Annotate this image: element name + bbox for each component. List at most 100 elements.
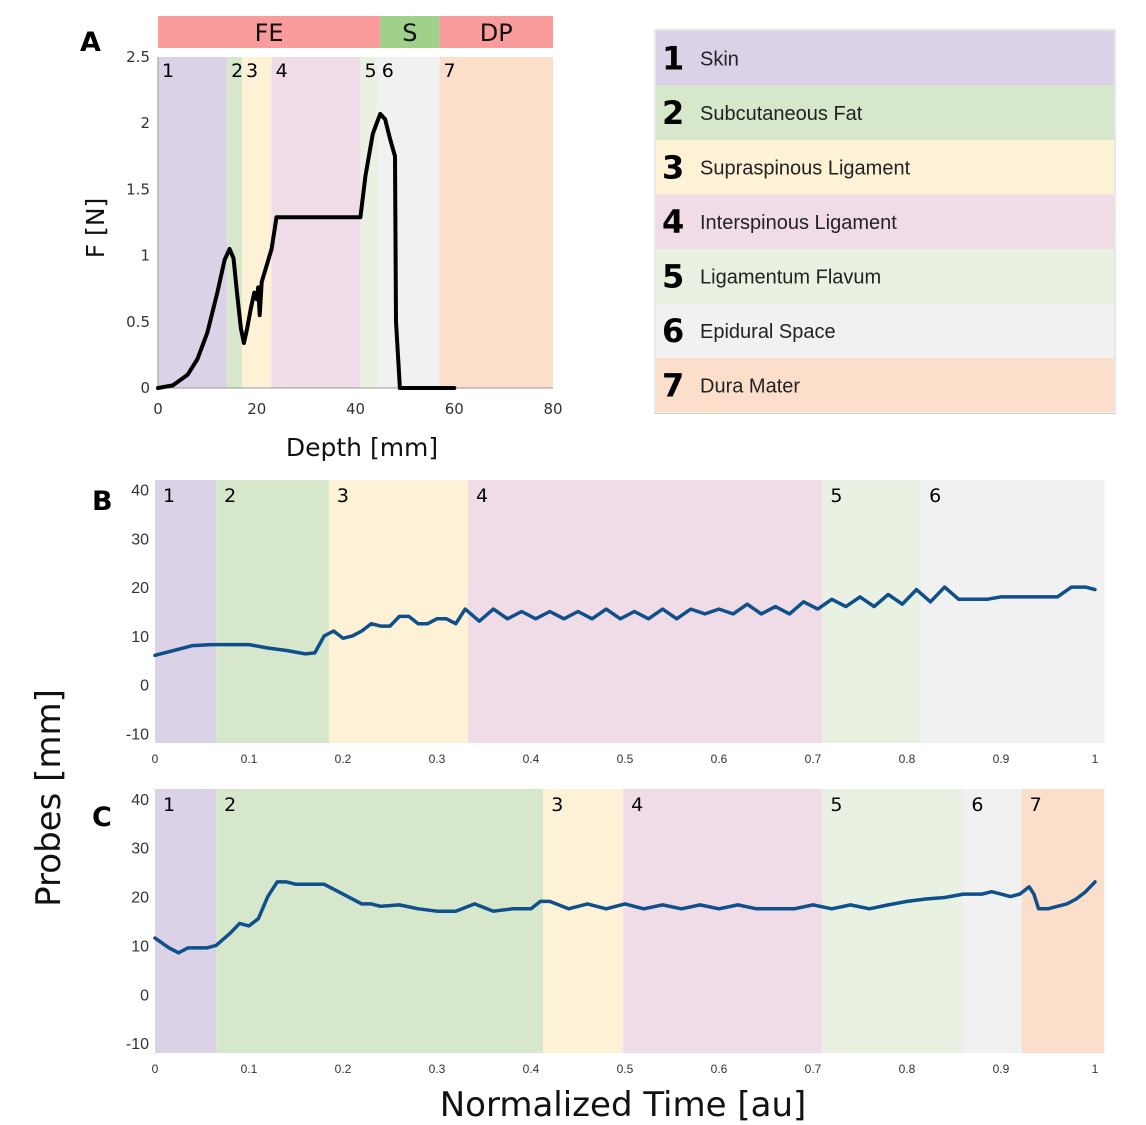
a-y-tick-label: 0.5 — [126, 313, 150, 331]
b-x-tick-label: 0.5 — [617, 752, 634, 766]
region-label-a-1: 1 — [162, 60, 174, 82]
c-x-tick-label: 0.5 — [617, 1062, 634, 1076]
shared-x-axis-title: Normalized Time [au] — [440, 1085, 807, 1125]
c-y-tick-label: -10 — [126, 1036, 149, 1053]
a-x-tick-label: 0 — [153, 400, 163, 418]
c-region-label-4: 4 — [631, 794, 643, 816]
b-x-tick-label: 0.1 — [241, 752, 258, 766]
b-y-tick-label: 10 — [131, 629, 149, 646]
legend-swatch-2 — [656, 85, 1114, 140]
b-x-tick-label: 0.9 — [993, 752, 1010, 766]
b-x-tick-label: 0.7 — [805, 752, 822, 766]
b-x-tick-label: 0.6 — [711, 752, 728, 766]
phase-band-dp — [439, 16, 553, 48]
phase-band-fe — [158, 16, 381, 48]
region-label-a-4: 4 — [276, 60, 288, 82]
c-y-tick-label: 40 — [131, 792, 149, 809]
a-y-axis-title: F [N] — [81, 198, 110, 259]
legend-label-5: Ligamentum Flavum — [700, 266, 881, 288]
panel-letter-a: A — [80, 27, 101, 58]
c-region-label-5: 5 — [830, 794, 842, 816]
phase-band-s — [380, 16, 440, 48]
c-x-tick-label: 1 — [1092, 1062, 1099, 1076]
legend-label-3: Supraspinous Ligament — [700, 157, 911, 179]
c-region-band-7 — [1021, 789, 1105, 1053]
b-y-tick-label: 30 — [131, 531, 149, 548]
b-region-label-1: 1 — [163, 485, 175, 507]
c-x-tick-label: 0.3 — [429, 1062, 446, 1076]
legend-swatch-4 — [656, 194, 1114, 249]
c-region-label-2: 2 — [224, 794, 236, 816]
b-y-tick-label: 40 — [131, 483, 149, 500]
b-x-tick-label: 0.4 — [523, 752, 540, 766]
b-x-tick-label: 0.2 — [335, 752, 352, 766]
a-y-tick-label: 1.5 — [126, 180, 150, 198]
b-region-label-5: 5 — [830, 485, 842, 507]
region-label-a-5: 5 — [364, 60, 376, 82]
a-y-tick-label: 2 — [140, 114, 150, 132]
legend-label-1: Skin — [700, 48, 739, 70]
c-region-label-7: 7 — [1030, 794, 1042, 816]
b-region-band-5 — [822, 480, 922, 743]
region-band-a-6 — [377, 57, 440, 388]
b-region-label-6: 6 — [929, 485, 941, 507]
c-x-tick-label: 0 — [152, 1062, 159, 1076]
region-label-a-7: 7 — [443, 60, 455, 82]
c-x-tick-label: 0.9 — [993, 1062, 1010, 1076]
region-band-a-4 — [271, 57, 361, 388]
phase-label-dp: DP — [480, 19, 513, 47]
b-x-tick-label: 1 — [1092, 752, 1099, 766]
legend-label-6: Epidural Space — [700, 321, 836, 343]
c-region-band-4 — [623, 789, 823, 1053]
b-probe-curve — [153, 585, 1097, 658]
legend-swatch-1 — [656, 31, 1114, 86]
b-y-tick-label: -10 — [126, 726, 149, 743]
legend-number-1: 1 — [662, 39, 684, 77]
region-label-a-2: 2 — [231, 60, 243, 82]
b-region-label-3: 3 — [337, 485, 349, 507]
b-region-band-6 — [921, 480, 1105, 743]
legend-frame — [654, 29, 1116, 414]
a-x-tick-label: 60 — [445, 400, 464, 418]
c-x-tick-label: 0.1 — [241, 1062, 258, 1076]
c-region-band-1 — [155, 789, 217, 1053]
legend-number-4: 4 — [662, 203, 684, 241]
b-y-tick-label: 0 — [140, 678, 149, 695]
c-y-tick-label: 0 — [140, 987, 149, 1004]
a-y-tick-label: 2.5 — [126, 48, 150, 66]
a-x-tick-label: 80 — [543, 400, 562, 418]
legend-number-2: 2 — [662, 94, 684, 132]
region-band-a-7 — [439, 57, 553, 388]
b-y-tick-label: 20 — [131, 580, 149, 597]
b-region-band-1 — [155, 480, 217, 743]
legend-swatch-6 — [656, 303, 1114, 358]
c-region-band-3 — [543, 789, 624, 1053]
c-x-tick-label: 0.7 — [805, 1062, 822, 1076]
panel-letter-c: C — [92, 802, 112, 833]
region-band-a-1 — [158, 57, 228, 388]
legend: 1 Skin 2 Subcutaneous Fat 3 Supraspinous Liga… — [654, 29, 1116, 414]
c-y-tick-label: 10 — [131, 938, 149, 955]
c-region-label-1: 1 — [163, 794, 175, 816]
c-probe-curve — [153, 880, 1097, 955]
region-band-a-2 — [227, 57, 242, 388]
c-region-band-2 — [216, 789, 544, 1053]
legend-swatch-7 — [656, 358, 1114, 413]
c-y-tick-label: 20 — [131, 890, 149, 907]
c-region-band-6 — [963, 789, 1022, 1053]
a-x-axis-title: Depth [mm] — [286, 433, 438, 462]
phase-label-fe: FE — [255, 19, 284, 47]
a-x-tick-label: 20 — [247, 400, 266, 418]
c-region-band-5 — [822, 789, 964, 1053]
phase-label-s: S — [402, 19, 417, 47]
legend-number-6: 6 — [662, 312, 684, 350]
a-y-tick-label: 0 — [140, 379, 150, 397]
c-region-label-6: 6 — [971, 794, 983, 816]
c-region-label-3: 3 — [551, 794, 563, 816]
b-region-label-2: 2 — [224, 485, 236, 507]
c-x-tick-label: 0.8 — [899, 1062, 916, 1076]
